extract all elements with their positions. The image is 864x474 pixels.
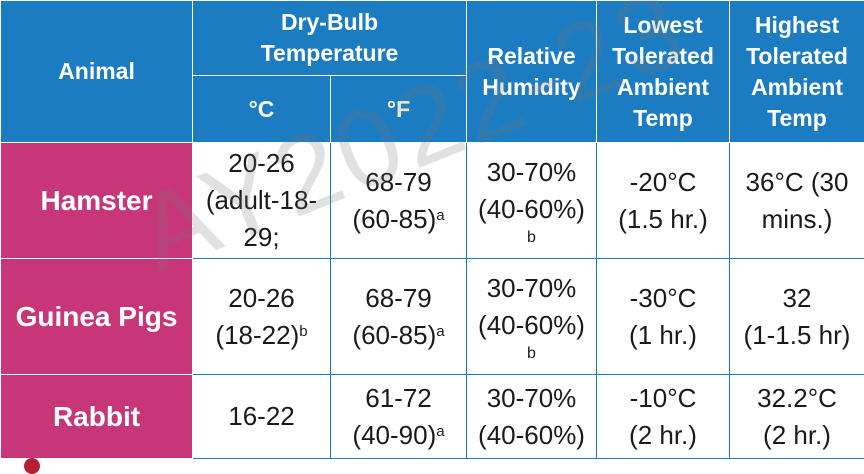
table-row-hamster: Hamster 20-26 (adult-18- 29; 68-79 (60-8… [1,143,864,259]
header-highest-tolerated-temp: Highest Tolerated Ambient Temp [730,1,864,143]
header-relative-humidity: Relative Humidity [467,1,597,143]
header-lowest-tolerated-temp: Lowest Tolerated Ambient Temp [597,1,730,143]
header-celsius: °C [193,76,331,143]
cell-highest-temp: 32 (1-1.5 hr) [730,259,864,375]
cell-fahrenheit: 68-79 (60-85)a [331,143,467,259]
animal-environment-table: Animal Dry-Bulb Temperature Relative Hum… [0,0,864,459]
cell-highest-temp: 36°C (30 mins.) [730,143,864,259]
row-label-hamster: Hamster [1,143,193,259]
cell-lowest-temp: -30°C (1 hr.) [597,259,730,375]
row-label-rabbit: Rabbit [1,375,193,459]
cell-highest-temp: 32.2°C (2 hr.) [730,375,864,459]
cell-celsius: 20-26 (adult-18- 29; [193,143,331,259]
header-dry-bulb-temperature: Dry-Bulb Temperature [193,1,467,76]
cell-lowest-temp: -10°C (2 hr.) [597,375,730,459]
row-label-guinea-pigs: Guinea Pigs [1,259,193,375]
table-row-rabbit: Rabbit 16-22 61-72 (40-90)a 30-70% (40-6… [1,375,864,459]
cell-celsius: 16-22 [193,375,331,459]
cell-lowest-temp: -20°C (1.5 hr.) [597,143,730,259]
table-row-guinea-pigs: Guinea Pigs 20-26 (18-22)b 68-79 (60-85)… [1,259,864,375]
cell-fahrenheit: 68-79 (60-85)a [331,259,467,375]
cell-humidity: 30-70% (40-60%) b [467,143,597,259]
header-animal: Animal [1,1,193,143]
header-fahrenheit: °F [331,76,467,143]
corner-logo-icon [24,458,40,474]
cell-humidity: 30-70% (40-60%) [467,375,597,459]
cell-celsius: 20-26 (18-22)b [193,259,331,375]
cell-fahrenheit: 61-72 (40-90)a [331,375,467,459]
cell-humidity: 30-70% (40-60%) b [467,259,597,375]
